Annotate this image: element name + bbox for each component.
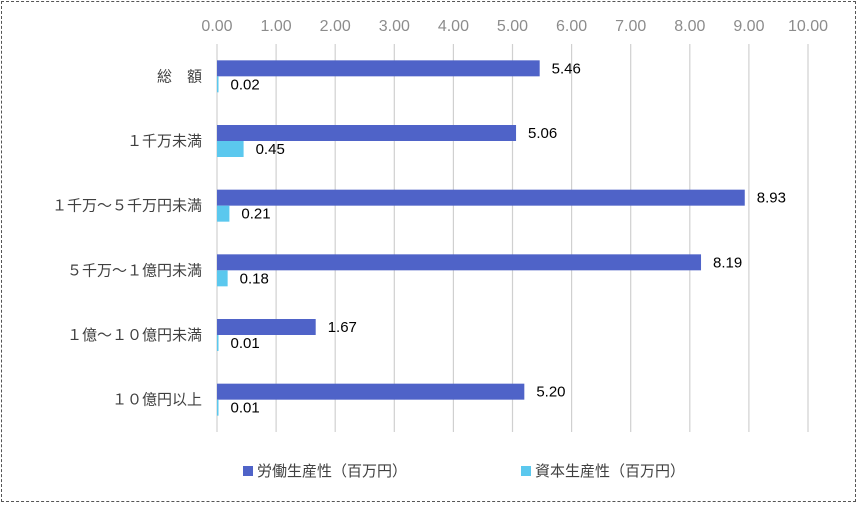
category-label: １０億円以上	[112, 391, 202, 409]
x-axis-ticks: 0.00 1.00 2.00 3.00 4.00 5.00 6.00 7.00 8.00 9.00…	[201, 18, 828, 35]
x-tick-label: 10.00	[788, 18, 828, 35]
labor-data-label: 1.67	[328, 319, 357, 336]
x-tick-label: 7.00	[615, 18, 646, 35]
x-tick-label: 3.00	[379, 18, 410, 35]
capital-data-label: 0.01	[231, 400, 260, 417]
x-tick-label: 9.00	[733, 18, 764, 35]
labor-productivity-bar	[217, 189, 745, 206]
legend-label: 資本生産性（百万円）	[535, 462, 685, 480]
category-label: ５千万～１億円未満	[67, 261, 202, 279]
category-labels: 総 額 １千万未満 １千万～５千万円未満 ５千万～１億円未満 １億～１０億円未満 １０億円…	[52, 67, 202, 408]
category-label: １億～１０億円未満	[67, 326, 202, 344]
legend-swatch	[521, 466, 531, 476]
bars	[217, 60, 745, 416]
labor-data-label: 8.19	[713, 254, 742, 271]
capital-data-label: 0.18	[240, 270, 269, 287]
labor-data-label: 5.46	[552, 60, 581, 77]
labor-data-label: 8.93	[757, 190, 786, 207]
data-labels: 5.46 0.02 5.06 0.45 8.93 0.21 8.19 0.18 1.67 0.01…	[231, 60, 786, 416]
category-label: 総 額	[157, 67, 202, 85]
labor-productivity-bar	[217, 125, 517, 141]
capital-data-label: 0.02	[231, 76, 260, 93]
x-tick-label: 8.00	[674, 18, 705, 35]
legend-swatch	[243, 466, 253, 476]
category-label: １千万～５千万円未満	[52, 197, 202, 215]
legend-label: 労働生産性（百万円）	[257, 462, 407, 480]
legend: 労働生産性（百万円） 資本生産性（百万円）	[243, 462, 685, 480]
capital-productivity-bar	[217, 399, 219, 416]
x-tick-label: 6.00	[556, 18, 587, 35]
x-tick-label: 5.00	[497, 18, 528, 35]
x-tick-label: 1.00	[261, 18, 292, 35]
capital-data-label: 0.45	[256, 141, 285, 158]
x-tick-label: 0.00	[201, 18, 232, 35]
labor-productivity-bar	[217, 319, 316, 335]
capital-productivity-bar	[217, 205, 230, 222]
labor-data-label: 5.20	[536, 384, 565, 401]
labor-data-label: 5.06	[528, 125, 557, 142]
x-tick-label: 4.00	[438, 18, 469, 35]
capital-data-label: 0.01	[231, 335, 260, 352]
x-tick-label: 2.00	[320, 18, 351, 35]
capital-productivity-bar	[217, 76, 219, 93]
category-label: １千万未満	[127, 132, 202, 150]
labor-productivity-bar	[217, 383, 525, 400]
capital-productivity-bar	[217, 335, 219, 351]
capital-productivity-bar	[217, 141, 244, 157]
gridlines	[216, 44, 809, 432]
capital-productivity-bar	[217, 270, 228, 287]
labor-productivity-bar	[217, 254, 702, 271]
capital-data-label: 0.21	[241, 206, 270, 223]
labor-productivity-bar	[217, 60, 540, 77]
